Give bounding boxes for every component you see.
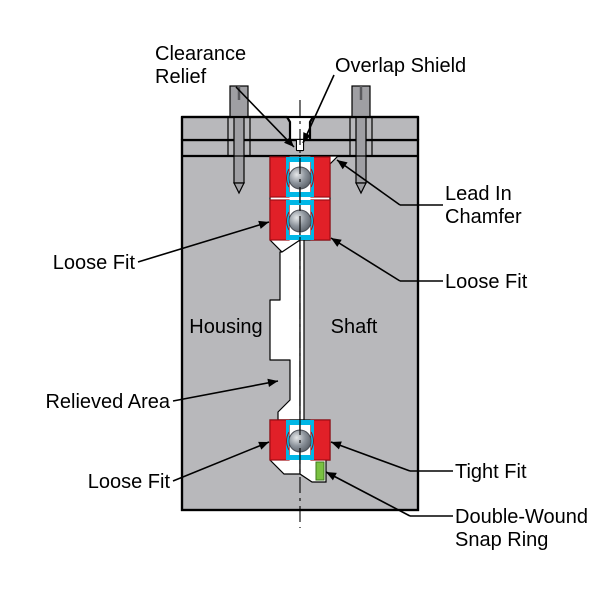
label-clearance-1: Clearance	[155, 43, 246, 65]
shaft-gap	[300, 240, 304, 420]
label-loose-bl: Loose Fit	[88, 471, 171, 493]
housing-label: Housing	[189, 316, 262, 338]
shaft-label: Shaft	[331, 316, 378, 338]
label-clearance-2: Relief	[155, 66, 207, 88]
label-snap-1: Double-Wound	[455, 506, 588, 528]
label-tight: Tight Fit	[455, 461, 527, 483]
label-chamfer-2: Chamfer	[445, 206, 522, 228]
label-chamfer-1: Lead In	[445, 183, 512, 205]
label-relieved: Relieved Area	[45, 391, 170, 413]
snap-ring	[316, 462, 324, 480]
label-loose-tr: Loose Fit	[445, 271, 528, 293]
label-loose-tl: Loose Fit	[53, 252, 136, 274]
label-overlap: Overlap Shield	[335, 55, 466, 77]
label-snap-2: Snap Ring	[455, 529, 548, 551]
